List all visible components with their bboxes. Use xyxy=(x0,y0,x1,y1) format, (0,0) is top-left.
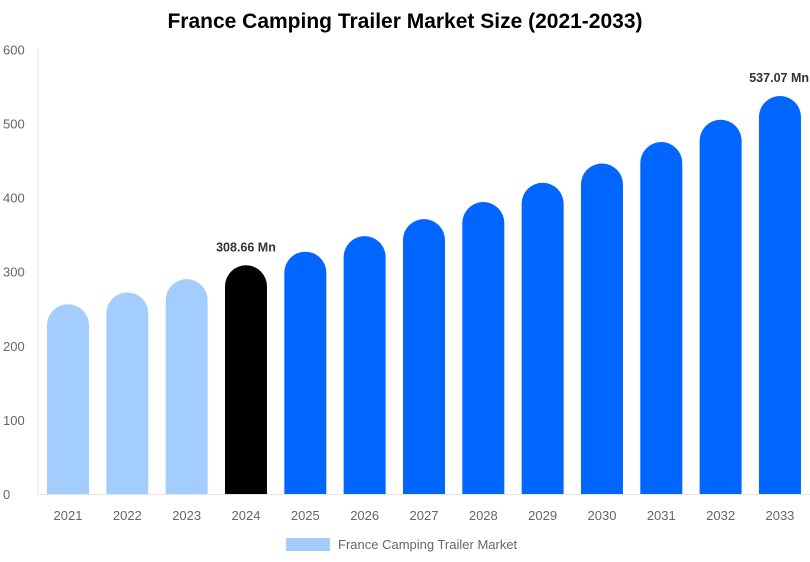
bar-2027 xyxy=(402,219,445,495)
x-tick-label: 2032 xyxy=(706,508,735,523)
x-tick-label: 2026 xyxy=(350,508,379,523)
x-tick-label: 2033 xyxy=(765,508,794,523)
x-tick-label: 2027 xyxy=(410,508,439,523)
data-label: 308.66 Mn xyxy=(216,240,276,254)
bar-2033 xyxy=(758,96,801,494)
bar-2021 xyxy=(47,304,89,494)
x-tick-label: 2022 xyxy=(113,508,142,523)
x-tick-label: 2030 xyxy=(588,508,617,523)
legend-label: France Camping Trailer Market xyxy=(338,537,518,552)
y-tick-label: 0 xyxy=(3,487,10,502)
bar-2029 xyxy=(521,182,564,494)
bar-2026 xyxy=(343,236,386,494)
bar-2030 xyxy=(580,163,623,494)
y-tick-label: 300 xyxy=(3,265,25,280)
bar-2031 xyxy=(640,142,683,494)
x-tick-label: 2023 xyxy=(172,508,201,523)
bar-2024 xyxy=(224,265,267,494)
bar-2032 xyxy=(699,119,742,494)
x-tick-label: 2024 xyxy=(232,508,261,523)
x-tick-label: 2031 xyxy=(647,508,676,523)
x-tick-label: 2025 xyxy=(291,508,320,523)
chart-title: France Camping Trailer Market Size (2021… xyxy=(167,10,643,33)
bar-2022 xyxy=(106,292,149,494)
bar-2028 xyxy=(462,202,505,494)
x-tick-label: 2029 xyxy=(528,508,557,523)
y-tick-label: 600 xyxy=(3,42,25,57)
bar-2023 xyxy=(165,279,208,494)
x-tick-label: 2021 xyxy=(54,508,83,523)
data-label: 537.07 Mn xyxy=(749,71,809,85)
y-tick-label: 100 xyxy=(3,413,25,428)
y-tick-label: 500 xyxy=(3,117,25,132)
x-tick-label: 2028 xyxy=(469,508,498,523)
legend-swatch xyxy=(286,538,330,551)
y-tick-label: 400 xyxy=(3,191,25,206)
y-tick-label: 200 xyxy=(3,339,25,354)
bar-2025 xyxy=(284,251,327,494)
